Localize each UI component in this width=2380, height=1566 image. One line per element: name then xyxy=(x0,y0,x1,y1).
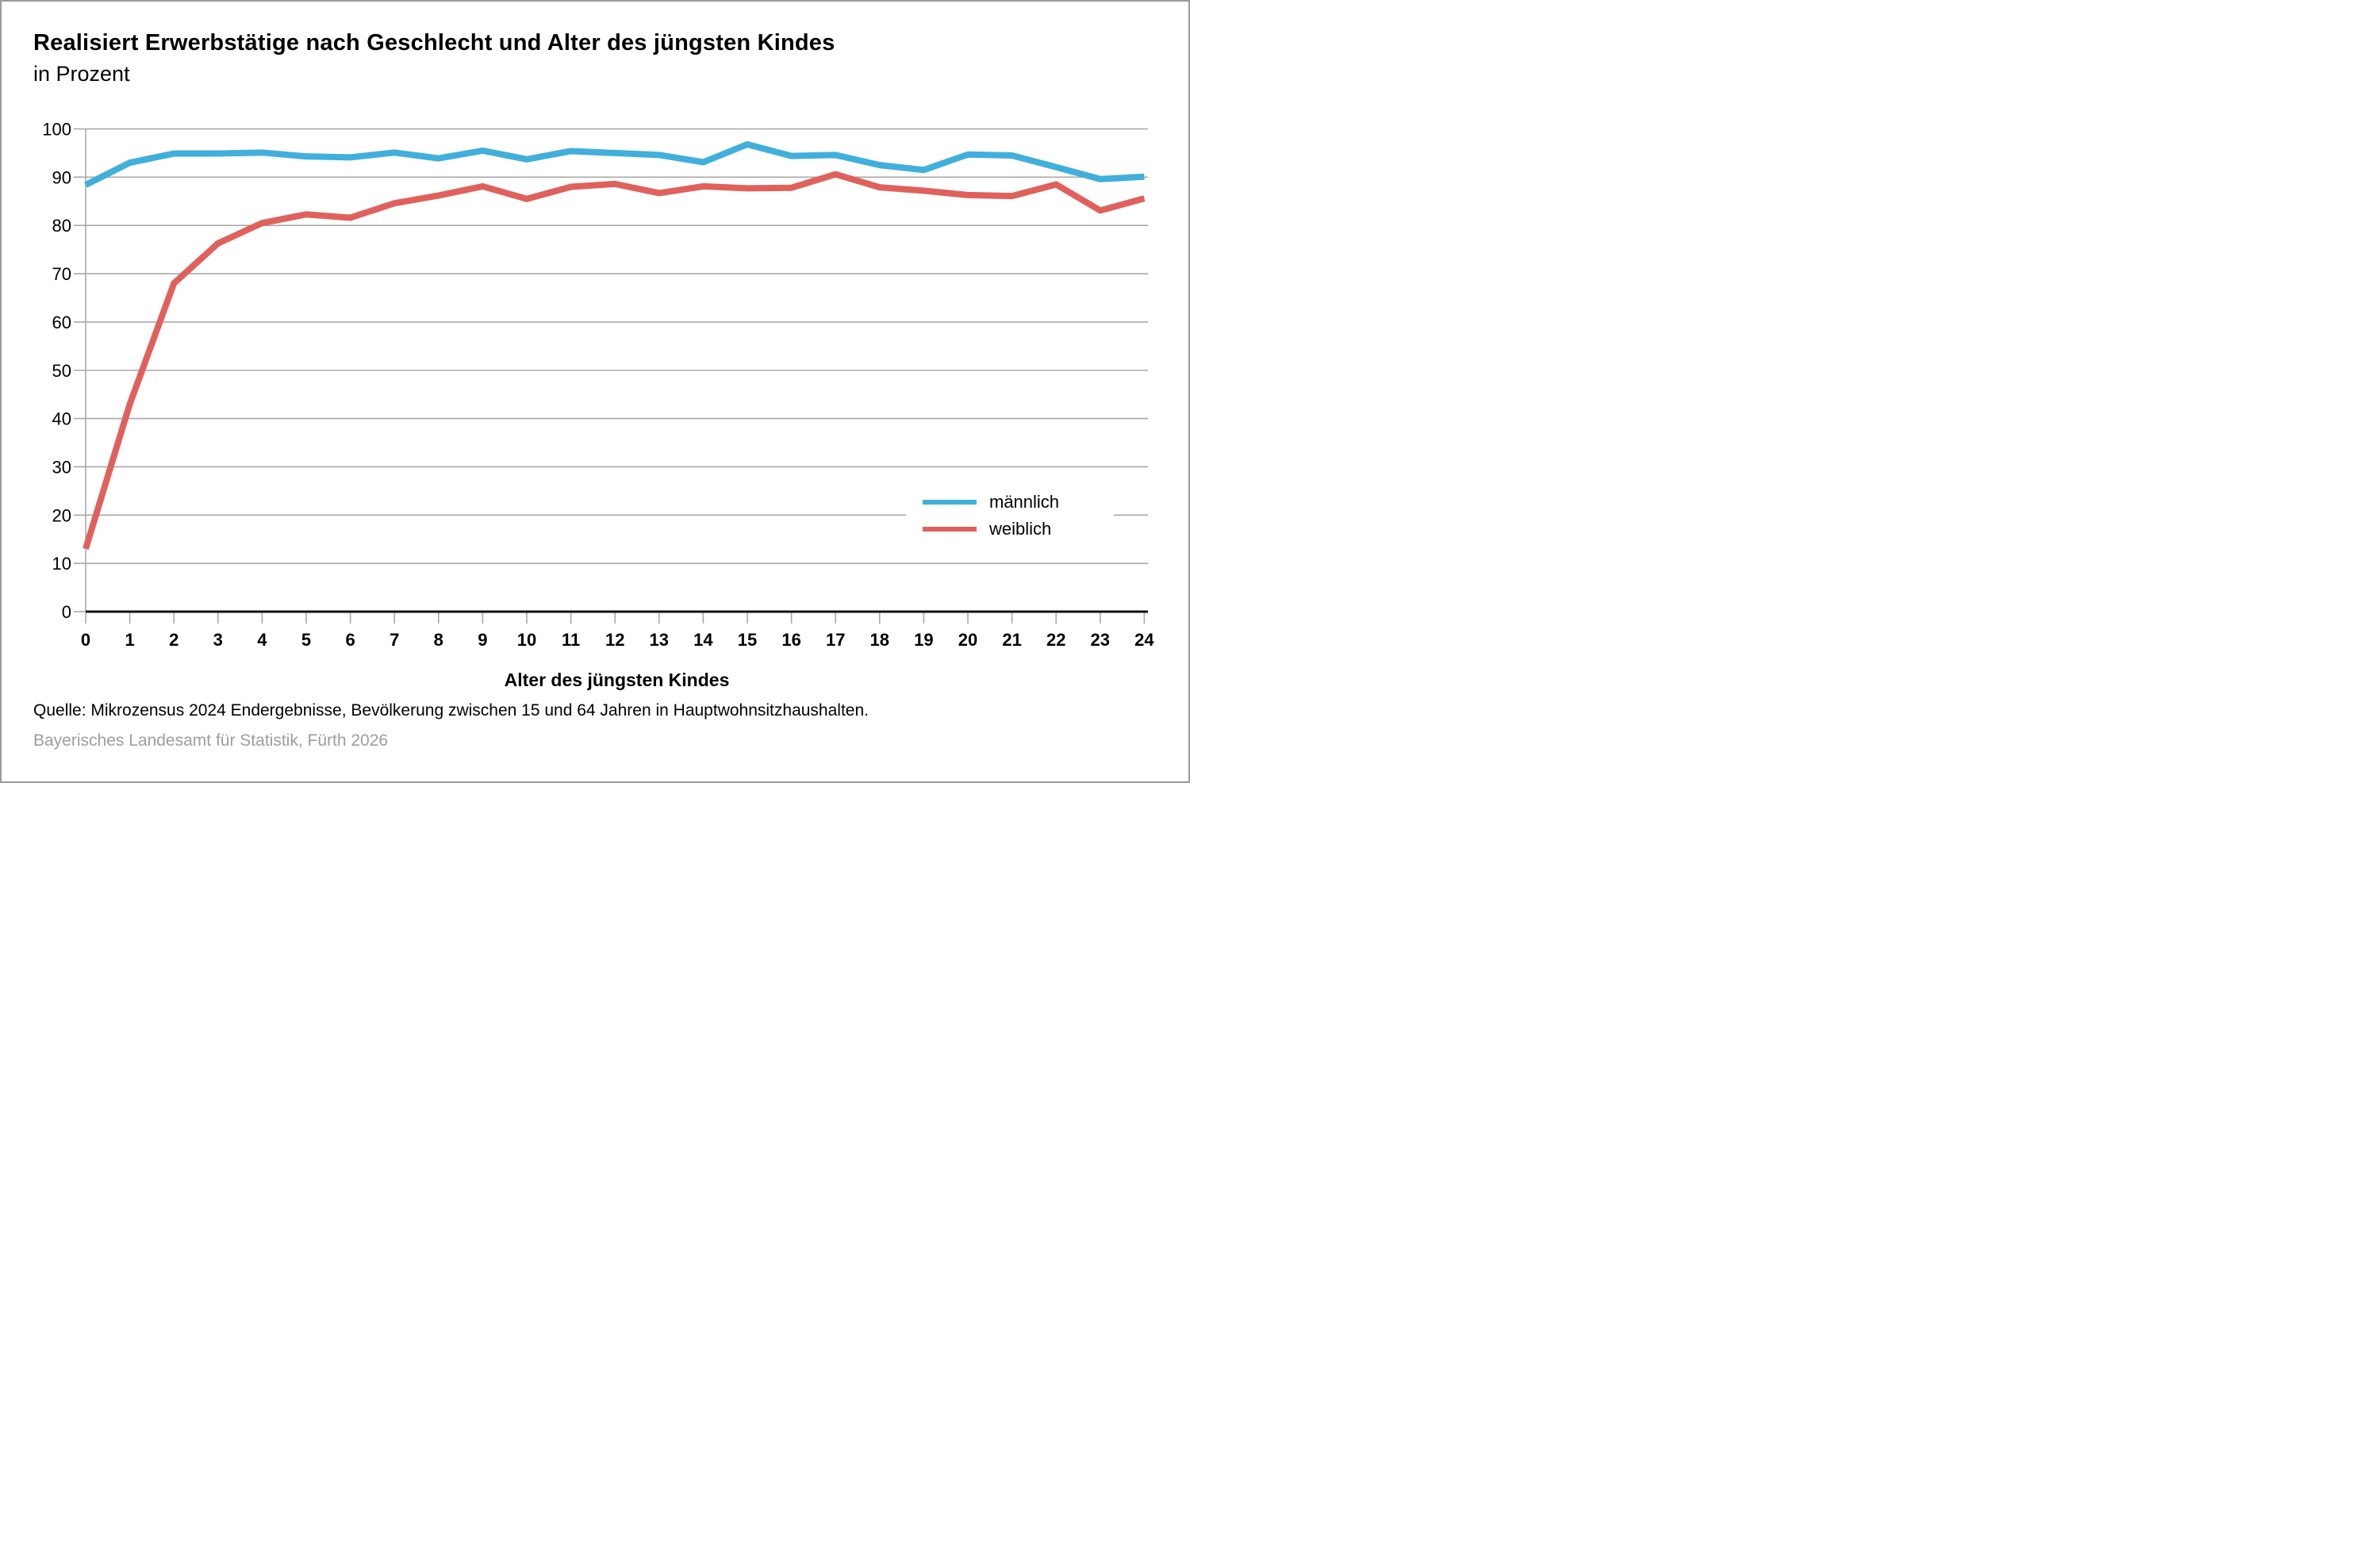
x-tick-label: 14 xyxy=(693,630,713,650)
y-tick-label: 60 xyxy=(52,313,71,332)
x-tick-label: 7 xyxy=(390,630,399,650)
x-tick-label: 1 xyxy=(125,630,134,650)
publisher-note: Bayerisches Landesamt für Statistik, Für… xyxy=(33,731,389,750)
y-tick-label: 80 xyxy=(52,216,71,236)
y-tick-label: 0 xyxy=(62,602,71,622)
chart-frame: Realisiert Erwerbstätige nach Geschlecht… xyxy=(0,0,1190,783)
x-tick-label: 16 xyxy=(781,630,800,650)
maennlich-line xyxy=(84,140,1145,188)
x-axis-title: Alter des jüngsten Kindes xyxy=(504,670,730,690)
x-tick-label: 12 xyxy=(605,630,624,650)
weiblich-line-swatch xyxy=(923,527,977,532)
x-tick-label: 11 xyxy=(562,630,580,650)
y-tick-label: 50 xyxy=(52,361,71,381)
x-tick-label: 17 xyxy=(826,630,845,650)
y-tick-label: 70 xyxy=(52,264,71,284)
source-note: Quelle: Mikrozensus 2024 Endergebnisse, … xyxy=(33,701,869,720)
x-tick-label: 8 xyxy=(434,630,443,650)
y-tick-label: 10 xyxy=(52,554,71,574)
x-tick-label: 2 xyxy=(169,630,178,650)
chart-title: Realisiert Erwerbstätige nach Geschlecht… xyxy=(33,30,835,56)
x-tick-label: 4 xyxy=(257,630,267,650)
x-tick-label: 24 xyxy=(1134,630,1154,650)
y-tick-label: 30 xyxy=(52,457,71,477)
y-tick-label: 20 xyxy=(52,505,71,525)
x-tick-label: 20 xyxy=(958,630,977,650)
x-tick-label: 19 xyxy=(914,630,933,650)
legend-label-weiblich: weiblich xyxy=(989,519,1052,539)
x-tick-label: 5 xyxy=(301,630,311,650)
maennlich-line-swatch xyxy=(923,500,977,505)
legend-label-maennlich: männlich xyxy=(989,492,1060,512)
x-tick-label: 3 xyxy=(213,630,223,650)
x-tick-label: 18 xyxy=(870,630,889,650)
x-tick-label: 9 xyxy=(478,630,487,650)
chart-subtitle: in Prozent xyxy=(33,62,130,86)
x-tick-label: 6 xyxy=(345,630,355,650)
x-tick-label: 0 xyxy=(81,630,90,650)
legend-row-weiblich: weiblich xyxy=(906,516,1114,543)
x-tick-label: 21 xyxy=(1002,630,1021,650)
x-tick-label: 13 xyxy=(650,630,669,650)
x-tick-label: 15 xyxy=(738,630,757,650)
x-tick-label: 10 xyxy=(517,630,536,650)
y-tick-label: 100 xyxy=(42,120,71,140)
legend-row-maennlich: männlich xyxy=(906,489,1114,516)
y-tick-label: 90 xyxy=(52,167,71,187)
y-tick-label: 40 xyxy=(52,409,71,429)
legend: männlich weiblich xyxy=(906,486,1114,547)
x-tick-label: 23 xyxy=(1091,630,1110,650)
x-tick-label: 22 xyxy=(1046,630,1065,650)
weiblich-line xyxy=(83,171,1146,551)
